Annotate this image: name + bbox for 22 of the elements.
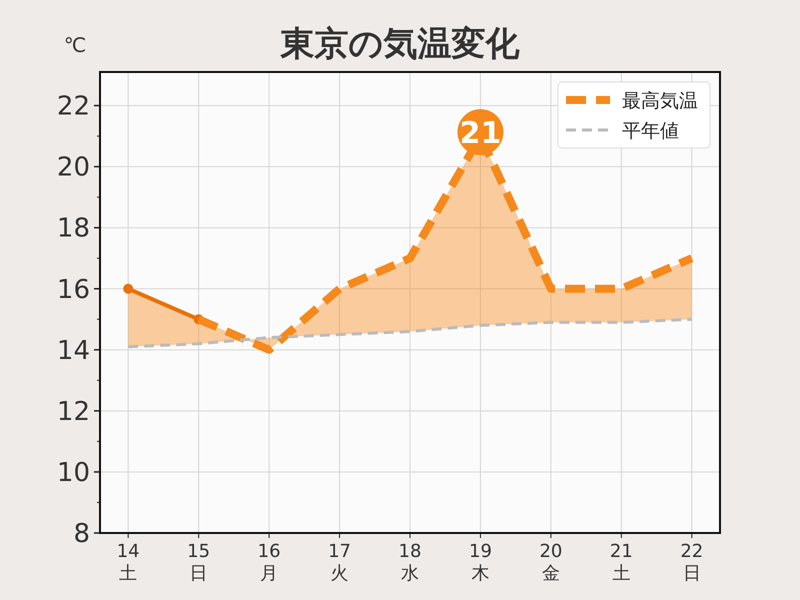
- x-tick-label: 16 月: [258, 541, 281, 584]
- annotation: 21: [460, 116, 502, 152]
- y-tick-label: 16: [56, 274, 90, 305]
- x-tick-label: 14 土: [116, 541, 140, 584]
- legend-label: 最高気温: [622, 90, 698, 112]
- x-tick-label: 21 土: [610, 541, 633, 584]
- x-tick-label: 18 水: [398, 541, 422, 584]
- y-tick-label: 14: [56, 336, 90, 366]
- y-tick-label: 8: [73, 519, 90, 549]
- y-tick-label: 12: [56, 396, 90, 427]
- y-tick-label: 20: [56, 152, 90, 183]
- y-tick-label: 10: [56, 458, 90, 488]
- chart-title: 東京の気温変化: [280, 24, 520, 64]
- y-tick-label: 18: [56, 214, 90, 244]
- legend-label: 平年値: [622, 120, 679, 142]
- y-axis-title: ℃: [64, 33, 86, 57]
- x-tick-label: 22 日: [680, 541, 704, 584]
- x-tick-label: 17 火: [328, 541, 351, 584]
- y-tick-label: 22: [56, 92, 90, 122]
- x-tick-label: 15 日: [187, 541, 210, 584]
- x-tick-label: 20 金: [539, 541, 562, 584]
- x-tick-label: 19 木: [469, 541, 492, 584]
